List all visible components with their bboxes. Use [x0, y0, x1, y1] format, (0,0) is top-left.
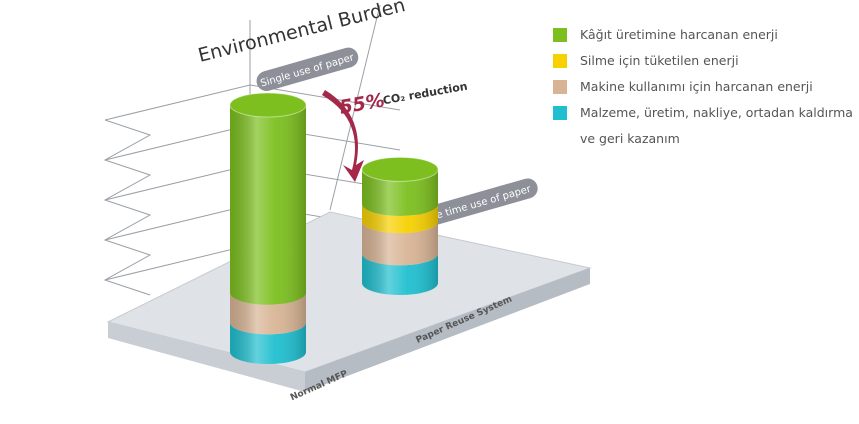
legend-swatch [553, 28, 567, 42]
legend-item: Malzeme, üretim, nakliye, ortadan kaldır… [553, 100, 853, 152]
cylinder-top [230, 93, 306, 117]
legend-label: Kâğıt üretimine harcanan enerji [580, 27, 778, 42]
chart-title: Environmental Burden [196, 0, 408, 67]
legend-label: Silme için tüketilen enerji [580, 53, 739, 68]
legend-swatch [553, 106, 567, 120]
platform [108, 212, 590, 392]
legend-label: Malzeme, üretim, nakliye, ortadan kaldır… [580, 105, 853, 146]
legend-swatch [553, 54, 567, 68]
annotation: 55% [338, 89, 387, 119]
page: Environmental Burden Single use of paper… [0, 0, 859, 424]
cylinder-top [362, 157, 438, 181]
legend-item: Kâğıt üretimine harcanan enerji [553, 22, 853, 48]
shading [230, 105, 306, 305]
legend-label: Makine kullanımı için harcanan enerji [580, 79, 813, 94]
legend: Kâğıt üretimine harcanan enerji Silme içi… [553, 22, 853, 152]
legend-item: Makine kullanımı için harcanan enerji [553, 74, 853, 100]
pill: Single use of paper [254, 45, 360, 93]
annotation: CO₂ reduction [382, 80, 469, 108]
legend-item: Silme için tüketilen enerji [553, 48, 853, 74]
legend-swatch [553, 80, 567, 94]
